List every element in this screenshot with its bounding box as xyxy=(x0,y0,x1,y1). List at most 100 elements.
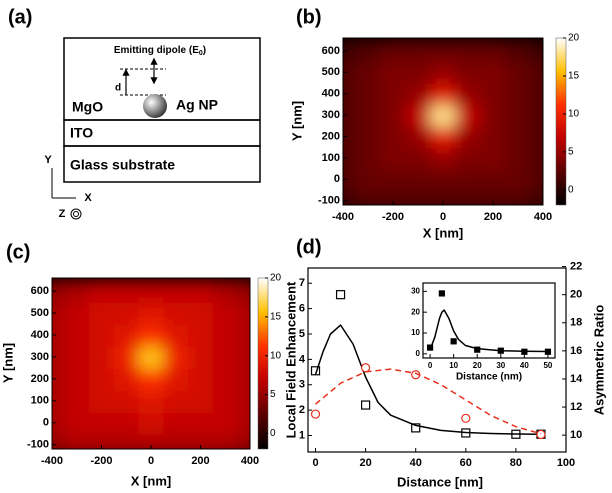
heatmap-cells xyxy=(343,40,543,205)
data-point xyxy=(426,344,434,351)
y-tick-label: 7 xyxy=(299,277,305,289)
y-tick-label: 0 xyxy=(416,349,421,358)
heatmap-cell xyxy=(89,324,115,347)
data-point xyxy=(536,429,546,440)
heatmap-cell xyxy=(212,367,239,391)
x-tick-label: -400 xyxy=(41,455,63,467)
x-tick-label: -200 xyxy=(90,455,112,467)
heatmap-cell xyxy=(52,433,66,449)
glass-label: Glass substrate xyxy=(70,157,175,173)
y-tick-label: 20 xyxy=(411,307,420,316)
heatmap-cell xyxy=(343,40,357,63)
heatmap-cell xyxy=(480,190,507,205)
x-tick-label: 60 xyxy=(460,457,472,469)
heatmap-cell xyxy=(380,147,407,170)
colorbar xyxy=(555,37,567,206)
heatmap-cell xyxy=(237,433,250,449)
data-point xyxy=(361,363,371,373)
heatmap-cell xyxy=(188,367,214,391)
x-tick-label: 20 xyxy=(473,361,482,370)
heatmap-cell xyxy=(355,40,382,63)
heatmap-cell xyxy=(480,61,507,84)
heatmap-cell xyxy=(380,168,407,192)
heatmap-cell xyxy=(52,411,66,435)
heatmap-cell xyxy=(64,302,91,326)
heatmap-cell xyxy=(163,280,190,304)
x-tick-label: 80 xyxy=(510,457,522,469)
heatmap-cell xyxy=(343,61,357,84)
heatmap-cell xyxy=(380,40,407,63)
heatmap-cell xyxy=(237,302,250,326)
heatmap-cell xyxy=(455,104,482,127)
y-axis-label: Y [nm] xyxy=(289,101,304,141)
heatmap-cell xyxy=(343,168,357,192)
y-tick-label: 0 xyxy=(334,173,340,185)
heatmap-cell xyxy=(113,302,140,326)
heatmap-cell xyxy=(405,40,432,63)
heatmap-cell xyxy=(138,302,165,326)
y-tick-label: 600 xyxy=(322,45,340,57)
x-tick-label: 200 xyxy=(484,211,502,223)
panel-label: (b) xyxy=(296,6,322,28)
plot-frame xyxy=(422,282,556,359)
heatmap-cell xyxy=(138,433,165,449)
x-tick-label: 0 xyxy=(312,457,318,469)
heatmap-cell xyxy=(530,82,543,106)
mgo-label: MgO xyxy=(72,99,103,115)
heatmap-clip xyxy=(52,278,250,449)
panel-label: (a) xyxy=(8,6,32,28)
heatmap-cell xyxy=(113,367,140,391)
y-tick-label: 100 xyxy=(322,152,340,164)
x-tick-label: -200 xyxy=(382,211,404,223)
heatmap-cell xyxy=(355,61,382,84)
y-tick-label: 30 xyxy=(411,286,420,295)
panel-label: (d) xyxy=(296,236,322,258)
heatmap-cell xyxy=(343,104,357,127)
y-tick-label: 4 xyxy=(299,353,306,365)
heatmap-cells xyxy=(52,280,250,449)
heatmap-cell xyxy=(237,389,250,413)
heatmap-cell xyxy=(188,433,214,449)
heatmap-cell xyxy=(163,389,190,413)
colorbar-tick-label: 20 xyxy=(270,273,282,284)
heatmap-cell xyxy=(113,345,140,369)
heatmap-cell xyxy=(355,82,382,106)
y-tick-label: 1 xyxy=(299,429,305,441)
x-tick-label: 0 xyxy=(440,211,446,223)
heatmap-cell xyxy=(530,104,543,127)
heatmap-cell xyxy=(188,324,214,347)
x-tick-label: 50 xyxy=(543,361,552,370)
data-point xyxy=(310,409,321,419)
colorbar-tick-label: 5 xyxy=(270,389,276,400)
heatmap-cell xyxy=(355,190,382,205)
dipole-text: Emitting dipole (E xyxy=(114,45,199,56)
heatmap-cell xyxy=(188,302,214,326)
heatmap-cell xyxy=(480,82,507,106)
heatmap-cell xyxy=(113,389,140,413)
heatmap-cell xyxy=(188,411,214,435)
x-tick-label: 100 xyxy=(557,457,575,469)
x-tick-label: 400 xyxy=(534,211,552,223)
x-tick-label: 400 xyxy=(241,455,259,467)
x-tick-label: -400 xyxy=(332,211,354,223)
heatmap-cell xyxy=(405,190,432,205)
heatmap-cell xyxy=(163,345,190,369)
data-point xyxy=(411,423,421,433)
panel-label: (c) xyxy=(6,241,30,263)
heatmap-cell xyxy=(380,125,407,149)
heatmap-cell xyxy=(480,40,507,63)
y-tick-label: 300 xyxy=(322,109,340,121)
heatmap-cell xyxy=(113,324,140,347)
heatmap-cell xyxy=(64,411,91,435)
heatmap-cell xyxy=(113,411,140,435)
heatmap-cell xyxy=(212,433,239,449)
heatmap-cell xyxy=(163,433,190,449)
data-point xyxy=(335,290,346,300)
heatmap-cell xyxy=(64,324,91,347)
heatmap-cell xyxy=(138,411,165,435)
heatmap-cell xyxy=(530,168,543,192)
dipole-label: Emitting dipole (E0) xyxy=(114,45,206,58)
heatmap-cell xyxy=(212,389,239,413)
heatmap-cell xyxy=(52,345,66,369)
series-line xyxy=(314,324,542,435)
